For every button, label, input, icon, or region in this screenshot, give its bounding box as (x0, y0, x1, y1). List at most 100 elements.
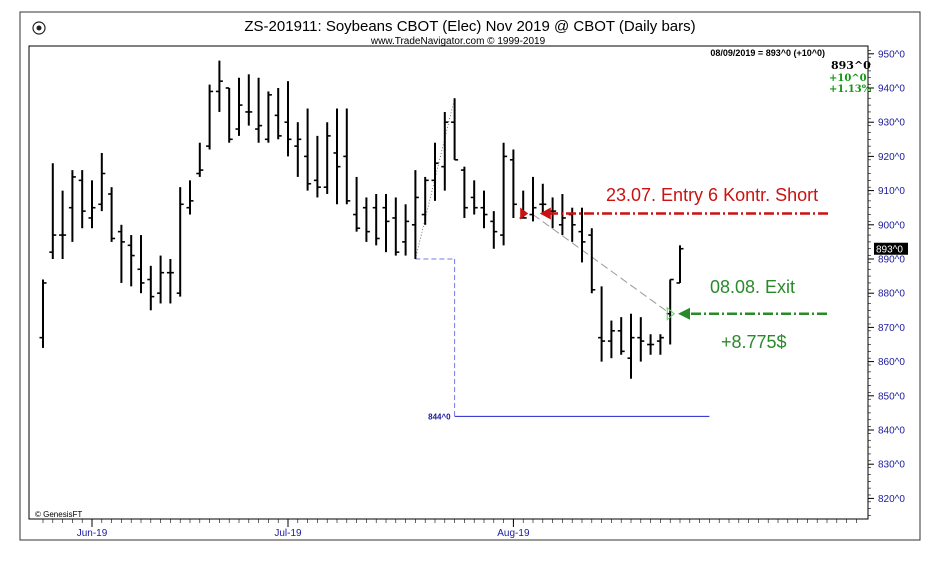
price-change-percent: +1.13% (829, 84, 872, 95)
ohlc-bar (353, 176, 361, 232)
y-tick-label: 880^0 (878, 289, 905, 300)
x-axis: Jun-19 Jul-19 Aug-19 (42, 519, 857, 539)
ohlc-bar (598, 286, 606, 362)
ohlc-bar (647, 334, 655, 355)
exit-marker-icon (666, 306, 675, 321)
ohlc-bar (421, 176, 429, 225)
low-target-label: 844^0 (428, 412, 451, 421)
last-bar-info: 08/09/2019 = 893^0 (+10^0) (710, 48, 825, 58)
copyright: © GenesisFT (35, 510, 82, 519)
ohlc-bar (88, 180, 96, 229)
ohlc-bar (147, 265, 155, 311)
ohlc-bar (588, 228, 596, 294)
exit-annotation: 08.08. Exit (710, 277, 795, 297)
y-tick-label: 820^0 (878, 494, 905, 505)
ohlc-bar (245, 74, 253, 126)
y-tick-label: 940^0 (878, 84, 905, 95)
ohlc-bar (470, 180, 478, 215)
ohlc-bar (117, 224, 125, 283)
exit-arrow-head-icon (678, 307, 690, 320)
ohlc-bar (392, 197, 400, 256)
ohlc-bar (137, 235, 145, 294)
ohlc-bar (98, 152, 106, 212)
ohlc-bar (225, 87, 233, 143)
ohlc-bar (627, 313, 635, 379)
ohlc-bar (509, 149, 517, 218)
ohlc-bar (451, 98, 459, 161)
ohlc-bar (500, 142, 508, 246)
ohlc-bar (108, 187, 116, 242)
ohlc-bar (460, 166, 468, 218)
ohlc-bar (382, 194, 390, 253)
ohlc-bar (284, 81, 292, 157)
ohlc-bar (176, 187, 184, 297)
x-tick-label: Aug-19 (497, 528, 530, 539)
ohlc-bar (656, 334, 664, 355)
ohlc-bar (323, 122, 331, 195)
ohlc-bar (362, 197, 370, 242)
annotation-layer: 23.07. Entry 6 Kontr. Short 08.08. Exit +8… (520, 185, 828, 352)
y-tick-label: 830^0 (878, 460, 905, 471)
trend-dotted-line (415, 98, 455, 260)
ohlc-bar (490, 211, 498, 249)
y-axis: 820^0 830^0 840^0 850^0 860^0 870^0 880^0 890^0… (868, 49, 905, 516)
ohlc-bar (274, 88, 282, 140)
ohlc-bar (49, 163, 57, 259)
ohlc-bar (480, 190, 488, 229)
ohlc-bar (294, 122, 302, 177)
ohlc-bar (637, 317, 645, 362)
ohlc-bar (343, 108, 351, 205)
ohlc-bar (186, 180, 194, 215)
ohlc-bar (578, 207, 586, 263)
ohlc-bar (411, 170, 419, 259)
ohlc-bar (441, 111, 449, 191)
profit-annotation: +8.775$ (721, 332, 787, 352)
ohlc-bar (676, 245, 684, 284)
y-tick-label: 870^0 (878, 323, 905, 334)
y-tick-label: 840^0 (878, 426, 905, 437)
x-tick-label: Jul-19 (274, 528, 302, 539)
overlay-layer: 844^0 (415, 98, 710, 421)
price-box (874, 242, 908, 255)
ohlc-bar (127, 235, 135, 287)
y-tick-label: 900^0 (878, 220, 905, 231)
ohlc-bar (304, 108, 312, 191)
trade-line (532, 214, 671, 315)
price-box-label: 893^0 (876, 245, 903, 256)
ohlc-bar (313, 135, 321, 198)
chart-subtitle: www.TradeNavigator.com © 1999-2019 (370, 36, 546, 47)
ohlc-bar (235, 77, 243, 136)
ohlc-bar (196, 142, 204, 177)
ohlc-bar (264, 91, 272, 143)
ohlc-bar (215, 60, 223, 112)
price-change: +10^0 (829, 73, 867, 84)
entry-marker-icon (520, 207, 529, 220)
ohlc-bar (431, 142, 439, 201)
y-tick-label: 920^0 (878, 152, 905, 163)
entry-annotation: 23.07. Entry 6 Kontr. Short (606, 185, 818, 205)
y-tick-label: 860^0 (878, 357, 905, 368)
ohlc-bar (539, 183, 547, 215)
y-tick-label: 910^0 (878, 186, 905, 197)
ohlc-bar (607, 320, 615, 359)
ohlc-bar (402, 204, 410, 256)
ohlc-bar (59, 190, 67, 259)
ohlc-bar (157, 255, 165, 304)
ohlc-bar (206, 84, 214, 150)
ohlc-bar (617, 317, 625, 355)
y-tick-label: 930^0 (878, 118, 905, 129)
last-price: 893^0 (831, 59, 871, 72)
ohlc-bar (39, 279, 47, 348)
ohlc-bar (529, 176, 537, 222)
y-tick-label: 890^0 (878, 255, 905, 266)
ohlc-bar (68, 170, 76, 242)
y-tick-label: 950^0 (878, 49, 905, 60)
ohlc-bar (78, 170, 86, 229)
chart-title: ZS-201911: Soybeans CBOT (Elec) Nov 2019… (244, 18, 695, 35)
entry-arrow-head-icon (539, 207, 551, 220)
ohlc-bar (166, 259, 174, 304)
ohlc-bar (372, 194, 380, 246)
bar-series (39, 60, 684, 379)
ohlc-bar (255, 77, 263, 143)
